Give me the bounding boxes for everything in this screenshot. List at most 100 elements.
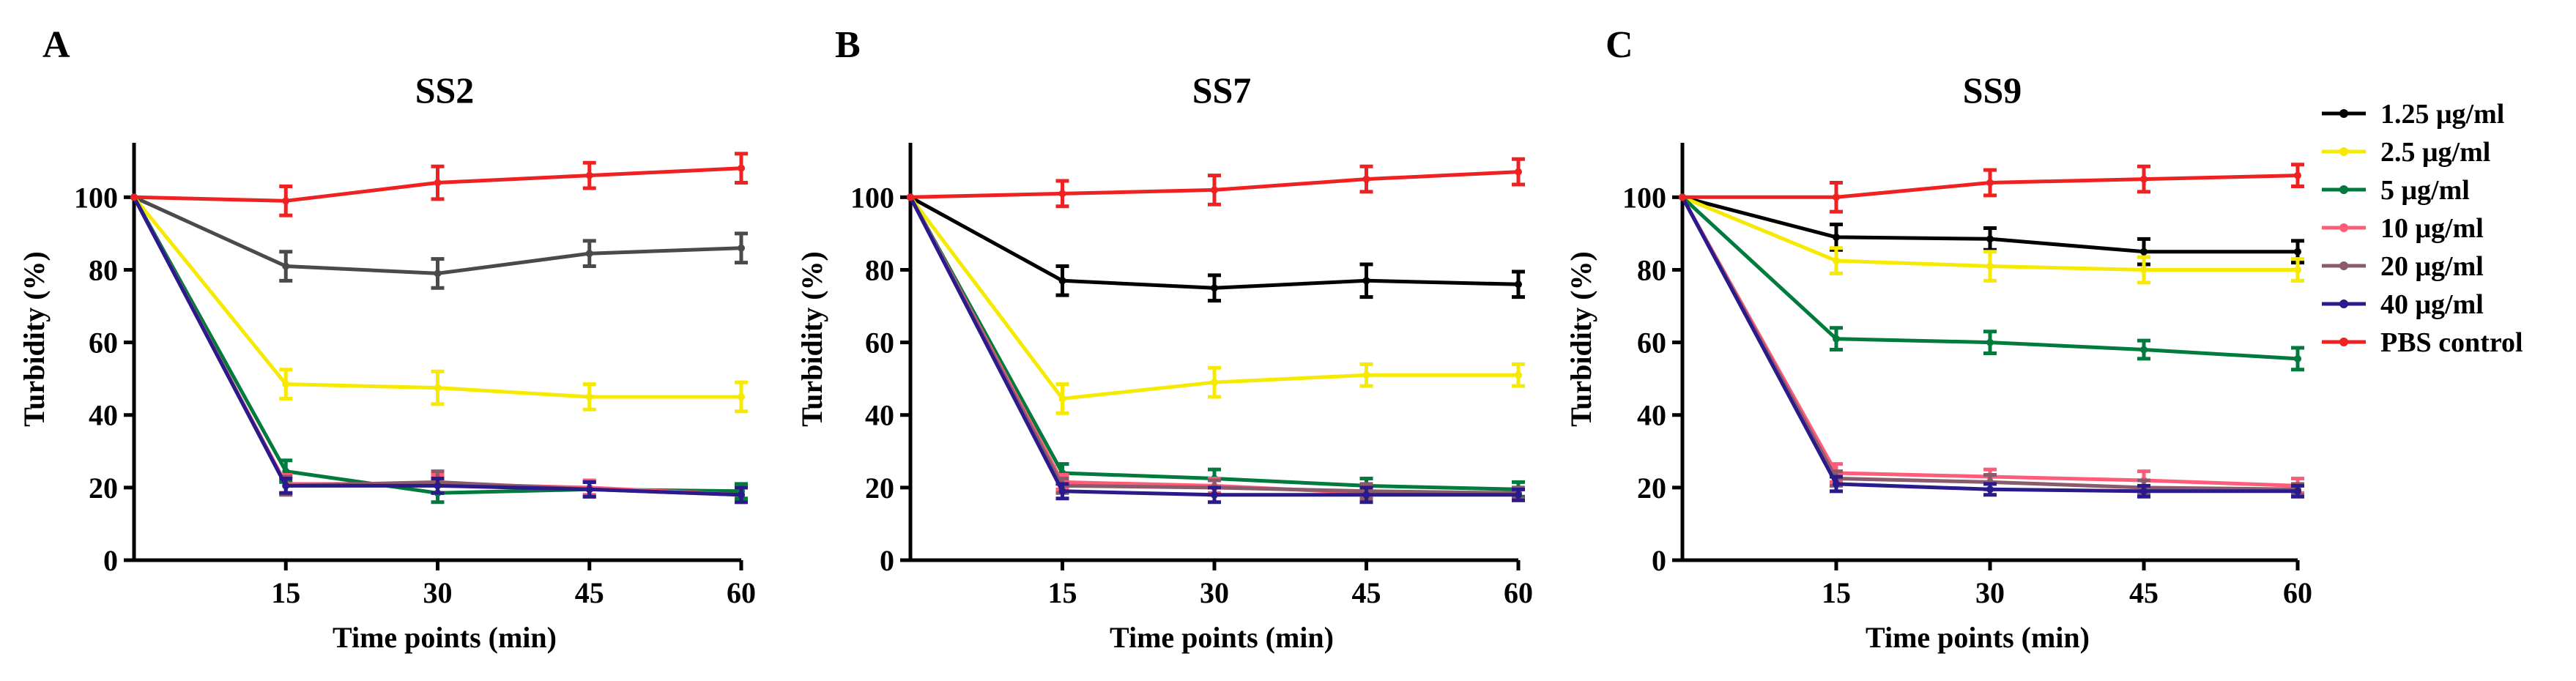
data-point <box>1833 193 1840 201</box>
legend: 1.25 μg/ml 2.5 μg/ml 5 μg/ml 10 μg/ml 20 μg/… <box>2322 99 2523 358</box>
data-point <box>2140 175 2148 183</box>
y-tick-label: 80 <box>89 253 118 286</box>
x-tick-label: 30 <box>1975 576 2005 609</box>
data-point <box>1515 280 1522 289</box>
data-point <box>1211 186 1218 194</box>
series-layer <box>1679 163 2304 499</box>
data-point <box>1833 233 1840 241</box>
panel-a: A SS2 Turbidity (%) Time points (min) 0 2… <box>18 24 756 654</box>
data-point <box>1058 277 1066 285</box>
y-tick-label: 40 <box>1637 399 1666 432</box>
data-point <box>1833 257 1840 265</box>
data-point <box>1833 480 1840 488</box>
data-point <box>1211 379 1218 387</box>
series-7 <box>907 157 1525 209</box>
data-point <box>434 179 442 187</box>
x-tick-label: 15 <box>1822 576 1851 609</box>
data-point <box>2294 171 2301 179</box>
data-point <box>434 482 442 490</box>
panel-title: SS7 <box>1192 70 1252 111</box>
data-point <box>1362 371 1370 379</box>
y-tick-label: 20 <box>1637 472 1666 505</box>
legend-item: 20 μg/ml <box>2322 251 2484 282</box>
data-point <box>1058 190 1066 198</box>
y-tick-label: 40 <box>89 399 118 432</box>
panel-label: C <box>1606 24 1633 66</box>
legend-label: 10 μg/ml <box>2380 213 2484 244</box>
legend-label: PBS control <box>2380 327 2523 358</box>
x-tick-label: 30 <box>423 576 453 609</box>
data-point <box>585 171 593 179</box>
legend-swatch-marker <box>2339 185 2348 194</box>
legend-swatch-marker <box>2339 147 2348 156</box>
series-2 <box>130 193 748 414</box>
series-layer <box>130 152 748 505</box>
legend-label: 1.25 μg/ml <box>2380 99 2504 130</box>
y-axis-title: Turbidity (%) <box>795 251 828 427</box>
legend-item: PBS control <box>2322 327 2523 358</box>
data-point <box>738 491 745 499</box>
y-tick-label: 80 <box>865 253 894 286</box>
y-axis-title: Turbidity (%) <box>1564 251 1597 427</box>
legend-swatch-marker <box>2339 338 2348 346</box>
data-point <box>1986 485 1994 494</box>
x-tick-label: 60 <box>727 576 756 609</box>
y-tick-label: 0 <box>1652 544 1666 577</box>
data-point <box>585 485 593 494</box>
data-point <box>1362 491 1370 499</box>
legend-item: 10 μg/ml <box>2322 213 2484 244</box>
data-point <box>2140 266 2148 274</box>
panel-label: A <box>42 24 70 66</box>
y-tick-label: 80 <box>1637 253 1666 286</box>
data-point <box>434 269 442 278</box>
legend-item: 40 μg/ml <box>2322 289 2484 320</box>
data-point <box>2294 354 2301 362</box>
legend-label: 5 μg/ml <box>2380 175 2470 206</box>
series-layer <box>907 157 1525 505</box>
series-3 <box>1679 193 2304 372</box>
y-axis-title: Turbidity (%) <box>18 251 51 427</box>
data-point <box>738 244 745 252</box>
data-point <box>282 262 290 270</box>
legend-swatch-marker <box>2339 223 2348 232</box>
x-tick-label: 45 <box>1352 576 1381 609</box>
data-point <box>738 392 745 401</box>
x-tick-label: 60 <box>2283 576 2312 609</box>
x-tick-label: 45 <box>2129 576 2159 609</box>
data-point <box>1986 179 1994 187</box>
data-point <box>2294 266 2301 274</box>
data-point <box>1986 262 1994 270</box>
data-point <box>1515 168 1522 176</box>
x-tick-label: 30 <box>1200 576 1229 609</box>
data-point <box>2140 487 2148 495</box>
panel-label: B <box>835 24 861 66</box>
data-point <box>1833 335 1840 343</box>
legend-item: 5 μg/ml <box>2322 175 2470 206</box>
y-tick-label: 100 <box>1622 181 1666 214</box>
series-7 <box>130 152 748 217</box>
data-point <box>585 392 593 401</box>
panel-title: SS9 <box>1963 70 2022 111</box>
x-tick-label: 60 <box>1504 576 1533 609</box>
data-point <box>282 197 290 205</box>
data-point <box>1515 371 1522 379</box>
y-tick-label: 0 <box>880 544 894 577</box>
panel-title: SS2 <box>415 70 475 111</box>
data-point <box>1362 277 1370 285</box>
data-point <box>1515 491 1522 499</box>
data-point <box>738 164 745 172</box>
panel-b: B SS7 Turbidity (%) Time points (min) 0 2… <box>795 24 1533 654</box>
series-1 <box>907 193 1525 303</box>
legend-item: 1.25 μg/ml <box>2322 99 2504 130</box>
x-axis-title: Time points (min) <box>1110 621 1334 654</box>
data-point <box>1362 175 1370 183</box>
series-1 <box>130 193 748 290</box>
legend-label: 20 μg/ml <box>2380 251 2484 282</box>
data-point <box>434 384 442 392</box>
axes: 0 20 40 60 80 100 15 30 45 60 <box>850 143 1533 609</box>
y-tick-label: 0 <box>103 544 118 577</box>
data-point <box>1211 491 1218 499</box>
y-tick-label: 60 <box>89 327 118 360</box>
series-6 <box>907 193 1525 505</box>
